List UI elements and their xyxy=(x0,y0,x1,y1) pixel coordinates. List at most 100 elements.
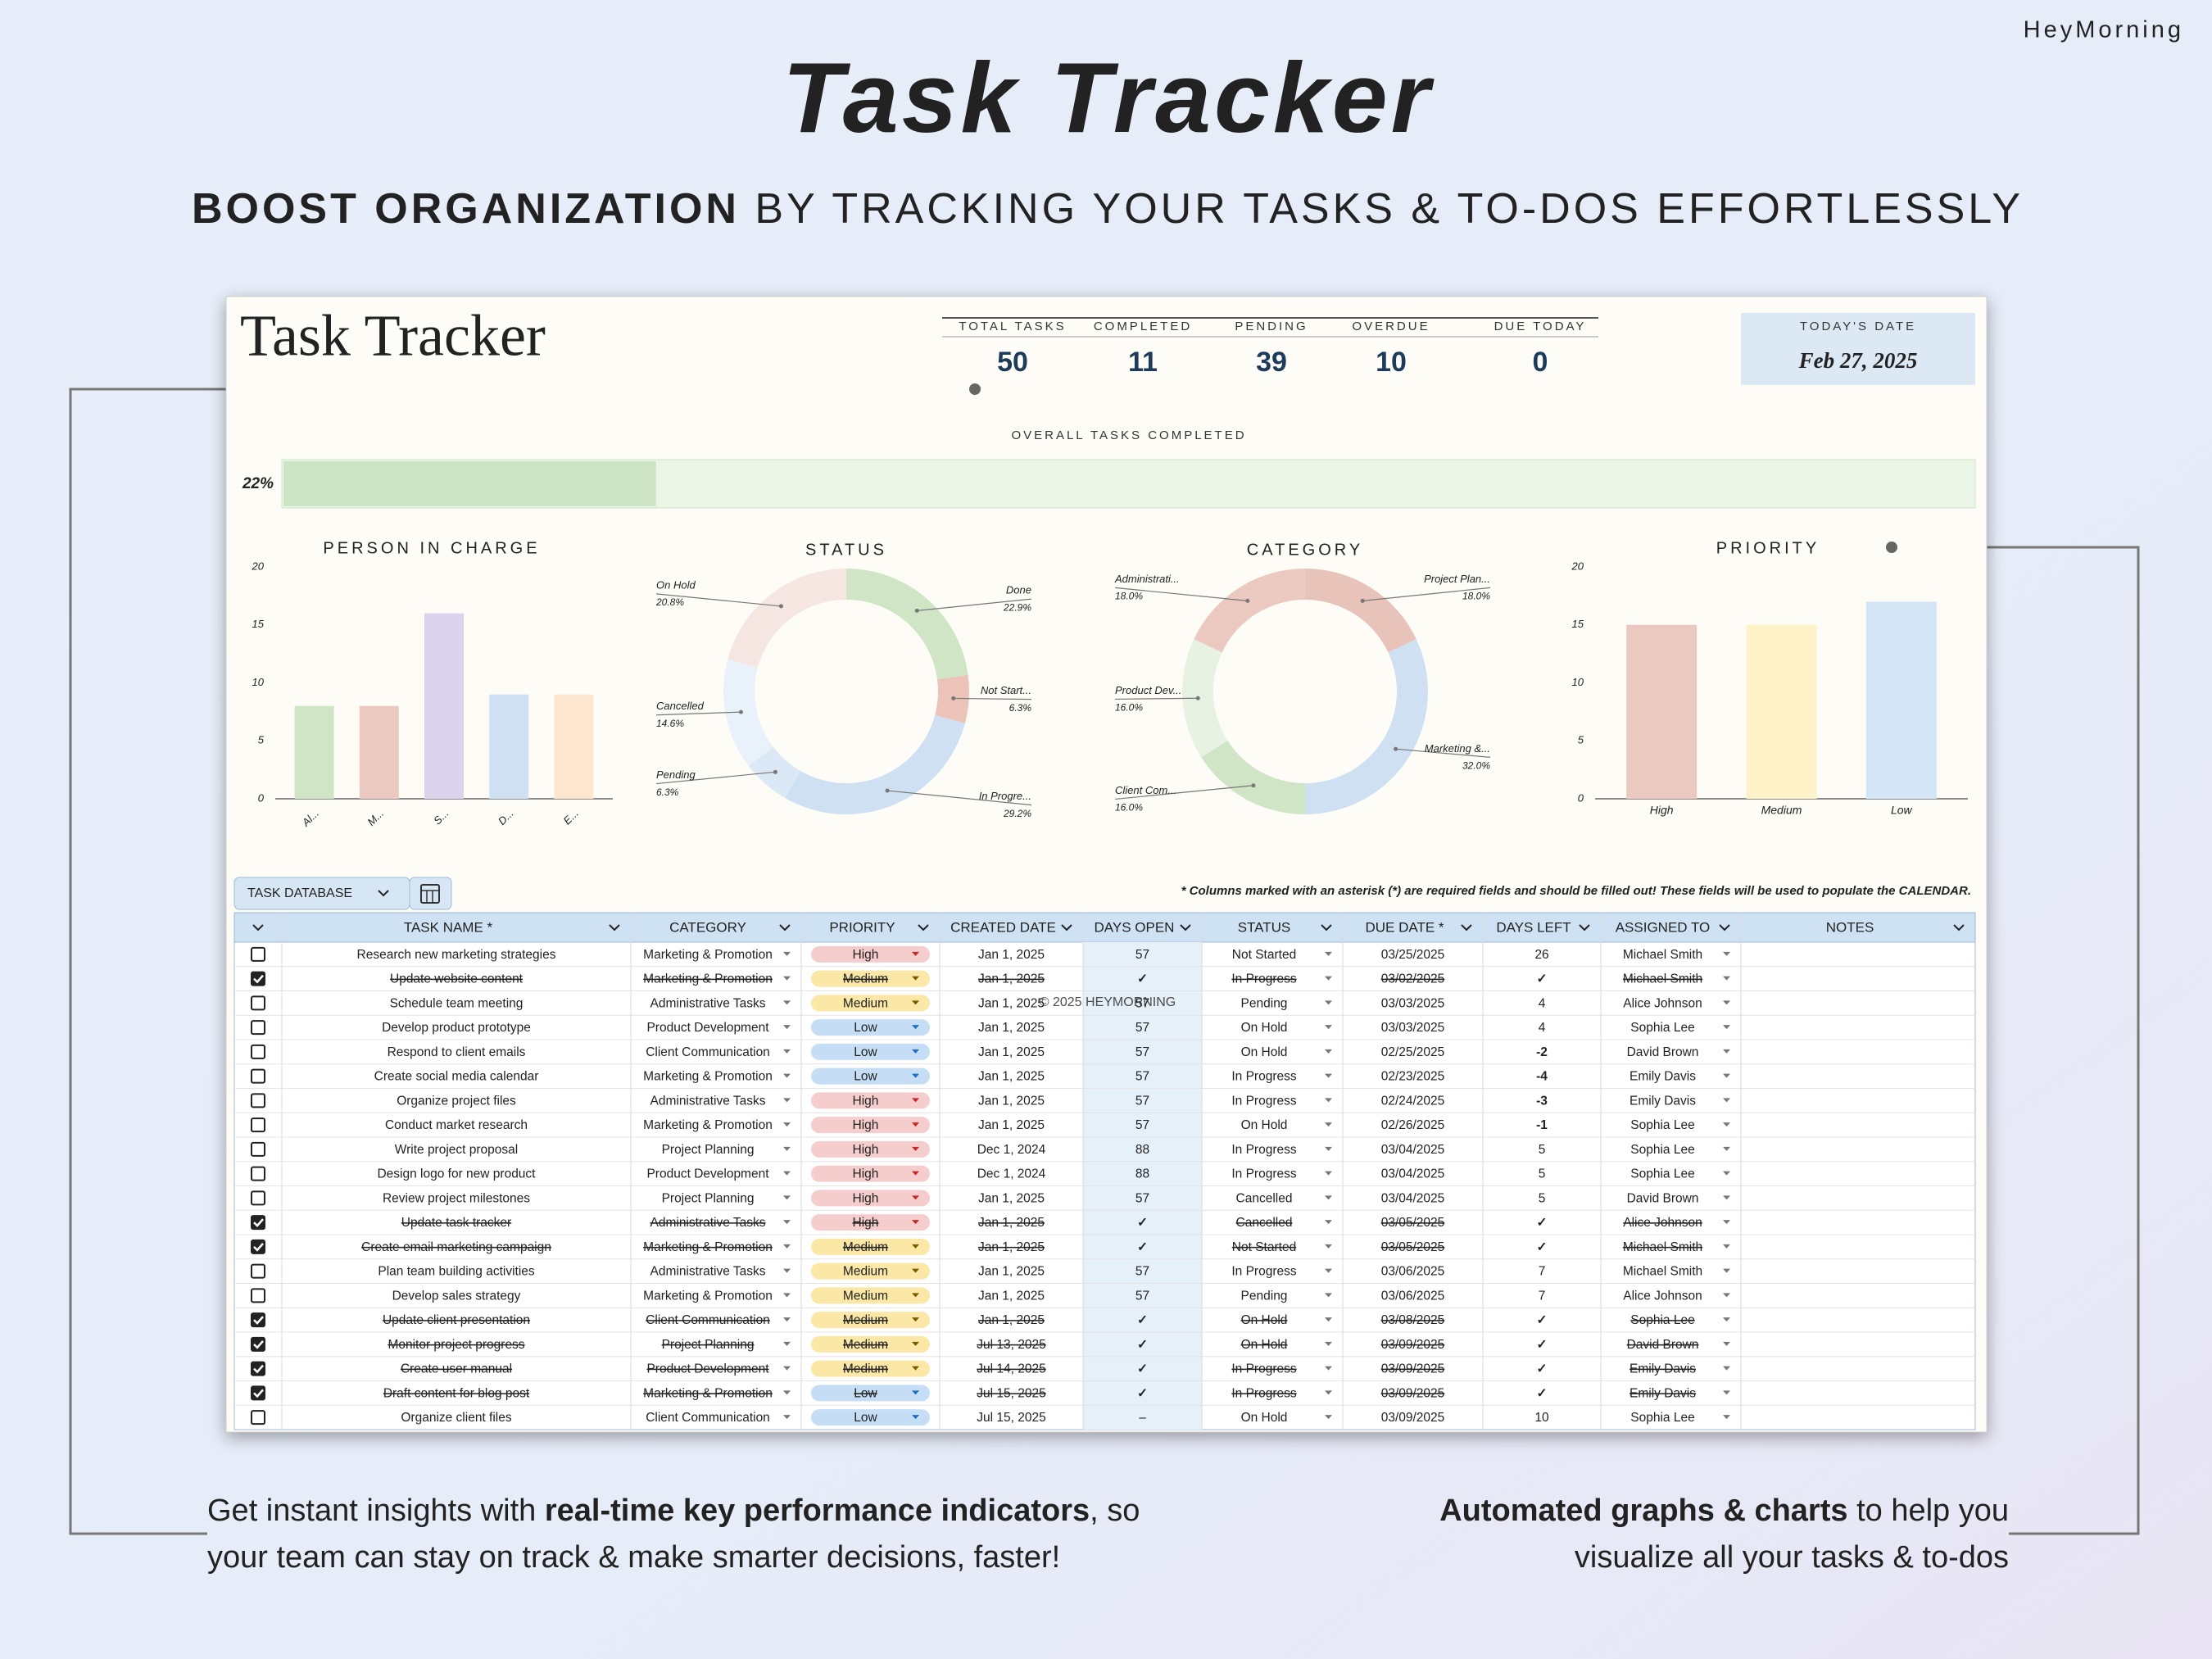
cell: Design logo for new product xyxy=(377,1167,536,1181)
checkbox[interactable] xyxy=(251,1141,265,1157)
column-header: CREATED DATE xyxy=(950,919,1056,935)
cell: Low xyxy=(854,1070,877,1084)
dropdown-arrow xyxy=(1723,1366,1730,1371)
dropdown-arrow xyxy=(783,976,791,981)
cell: 5 xyxy=(1539,1143,1546,1157)
progress-value: 22% xyxy=(242,475,274,492)
dropdown-arrow xyxy=(1325,1073,1332,1078)
cell: ✓ xyxy=(1137,1216,1148,1230)
donut-segment xyxy=(846,569,968,680)
checkbox[interactable] xyxy=(251,1361,265,1376)
checkbox[interactable] xyxy=(251,1239,265,1254)
cell: High xyxy=(853,1094,879,1108)
cell: Medium xyxy=(843,1362,888,1376)
cell: 03/06/2025 xyxy=(1381,1265,1445,1279)
checkbox[interactable] xyxy=(251,971,265,986)
checkbox[interactable] xyxy=(251,1117,265,1133)
checkbox[interactable] xyxy=(251,1410,265,1426)
cell: – xyxy=(1139,1411,1146,1425)
cell: 88 xyxy=(1135,1143,1149,1157)
dropdown-arrow xyxy=(1325,1195,1332,1200)
column-header: STATUS xyxy=(1238,919,1291,935)
checkbox[interactable] xyxy=(251,1068,265,1084)
dropdown-arrow xyxy=(1325,951,1332,956)
cell: Not Started xyxy=(1232,1240,1296,1254)
priority-pill xyxy=(811,1190,930,1207)
slice-value: 6.3% xyxy=(1009,702,1032,714)
cell: Jan 1, 2025 xyxy=(978,1289,1045,1303)
checkbox[interactable] xyxy=(251,1385,265,1401)
dropdown-arrow xyxy=(1723,1293,1730,1298)
donut-segment xyxy=(1305,569,1416,653)
checkbox[interactable] xyxy=(251,995,265,1011)
tab-label: TASK DATABASE xyxy=(247,886,352,900)
checkbox[interactable] xyxy=(251,1312,265,1328)
cell: Marketing & Promotion xyxy=(643,1118,773,1132)
cell: Marketing & Promotion xyxy=(643,948,773,962)
checkmark xyxy=(253,1340,264,1349)
kpi-value: 39 xyxy=(1256,347,1287,378)
cell: Conduct market research xyxy=(385,1118,528,1132)
cell: 03/04/2025 xyxy=(1381,1143,1445,1157)
cell: Medium xyxy=(843,1313,888,1327)
cell: Respond to client emails xyxy=(388,1045,526,1059)
kpi-label: COMPLETED xyxy=(1094,320,1192,333)
checkbox[interactable] xyxy=(251,1215,265,1231)
checkbox[interactable] xyxy=(251,1093,265,1108)
cell: Medium xyxy=(843,996,888,1010)
header-chevron xyxy=(1719,924,1730,931)
dropdown-arrow xyxy=(1723,1244,1730,1249)
pill-arrow xyxy=(912,1341,919,1346)
slice-value: 18.0% xyxy=(1462,591,1490,602)
dropdown-arrow xyxy=(1325,976,1332,981)
table-note: * Columns marked with an asterisk (*) ar… xyxy=(1181,884,1971,898)
slice-value: 14.6% xyxy=(656,718,684,729)
slice-value: 6.3% xyxy=(656,786,679,798)
cell: Sophia Lee xyxy=(1630,1411,1694,1425)
checkbox[interactable] xyxy=(251,1190,265,1206)
checkbox[interactable] xyxy=(251,1166,265,1181)
bar xyxy=(1865,601,1937,799)
checkmark xyxy=(253,1364,264,1374)
slice-value: 32.0% xyxy=(1462,760,1490,772)
cell: Research new marketing strategies xyxy=(357,948,556,962)
checkbox[interactable] xyxy=(251,1020,265,1036)
column-header: NOTES xyxy=(1826,919,1874,935)
cell: Develop product prototype xyxy=(382,1021,531,1035)
dropdown-arrow xyxy=(783,1122,791,1127)
cell: 57 xyxy=(1135,1265,1149,1279)
checkbox[interactable] xyxy=(251,1288,265,1303)
cell: Jan 1, 2025 xyxy=(978,996,1045,1010)
bar xyxy=(1626,624,1698,799)
priority-pill xyxy=(811,1262,930,1280)
tab-icon-box[interactable] xyxy=(409,877,452,910)
subtitle-rest: BY TRACKING YOUR TASKS & TO-DOS EFFORTLE… xyxy=(755,185,2024,233)
cell: 57 xyxy=(1135,1289,1149,1303)
slice-label: In Progre... xyxy=(979,790,1031,802)
donut-segment xyxy=(1194,569,1305,653)
cell: Client Communication xyxy=(646,1411,770,1425)
leader-dot xyxy=(1245,598,1250,603)
dropdown-arrow xyxy=(1723,1415,1730,1420)
checkbox[interactable] xyxy=(251,946,265,962)
cell: 5 xyxy=(1539,1191,1546,1205)
checkbox[interactable] xyxy=(251,1336,265,1352)
cell: 57 xyxy=(1135,1070,1149,1084)
dropdown-arrow xyxy=(783,1268,791,1273)
dropdown-arrow xyxy=(1723,1122,1730,1127)
checkbox[interactable] xyxy=(251,1044,265,1059)
checkmark xyxy=(253,1389,264,1398)
pill-arrow xyxy=(912,1000,919,1005)
checkbox[interactable] xyxy=(251,1263,265,1279)
priority-pill xyxy=(811,1409,930,1426)
leader-line xyxy=(917,598,1032,611)
column-header: TASK NAME * xyxy=(404,919,493,935)
leader-dot xyxy=(914,608,919,613)
cell: 88 xyxy=(1135,1167,1149,1181)
cell: Sophia Lee xyxy=(1630,1143,1694,1157)
dropdown-arrow xyxy=(1723,1073,1730,1078)
cell: -3 xyxy=(1536,1094,1548,1108)
kpi-value: 11 xyxy=(1128,347,1158,378)
cell: -4 xyxy=(1536,1070,1548,1084)
